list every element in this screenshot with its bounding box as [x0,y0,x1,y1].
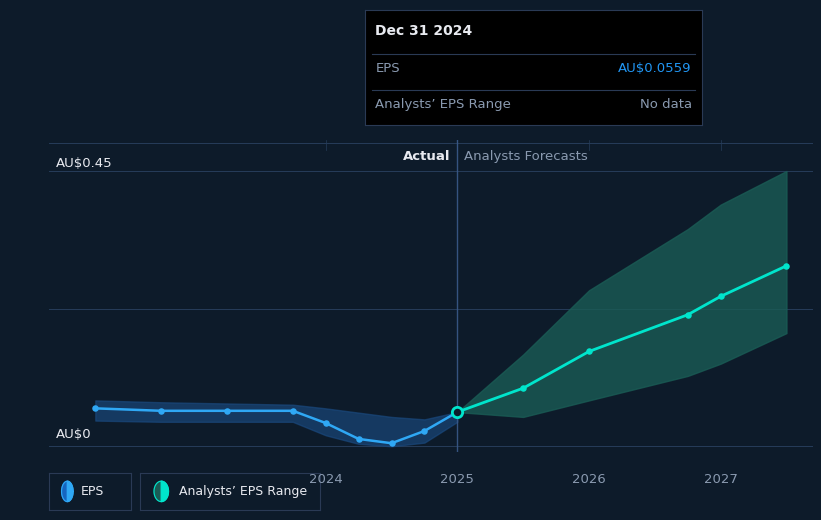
Text: 2024: 2024 [309,473,342,486]
Point [319,419,333,427]
Point [714,292,727,301]
Text: Actual: Actual [403,150,451,163]
Point [681,310,695,319]
Text: EPS: EPS [80,485,103,498]
Point [89,404,102,412]
Point [352,435,365,443]
Point [385,439,398,447]
Text: Analysts’ EPS Range: Analysts’ EPS Range [375,98,511,111]
Point [516,384,530,392]
Polygon shape [62,481,67,502]
Point [154,407,167,415]
Text: AU$0.45: AU$0.45 [56,157,112,170]
Text: No data: No data [640,98,692,111]
Polygon shape [154,481,161,502]
Text: Dec 31 2024: Dec 31 2024 [375,24,473,38]
Text: EPS: EPS [375,62,400,75]
Point [220,407,233,415]
Text: 2027: 2027 [704,473,737,486]
Point [780,262,793,270]
Text: 2026: 2026 [572,473,606,486]
Text: Analysts Forecasts: Analysts Forecasts [464,150,588,163]
Point [287,407,300,415]
Point [418,427,431,435]
Point [451,408,464,416]
Polygon shape [161,481,168,502]
Text: Analysts’ EPS Range: Analysts’ EPS Range [179,485,307,498]
Polygon shape [67,481,73,502]
Text: AU$0.0559: AU$0.0559 [618,62,692,75]
Text: 2025: 2025 [440,473,475,486]
Point [582,347,595,356]
Text: AU$0: AU$0 [56,428,91,441]
